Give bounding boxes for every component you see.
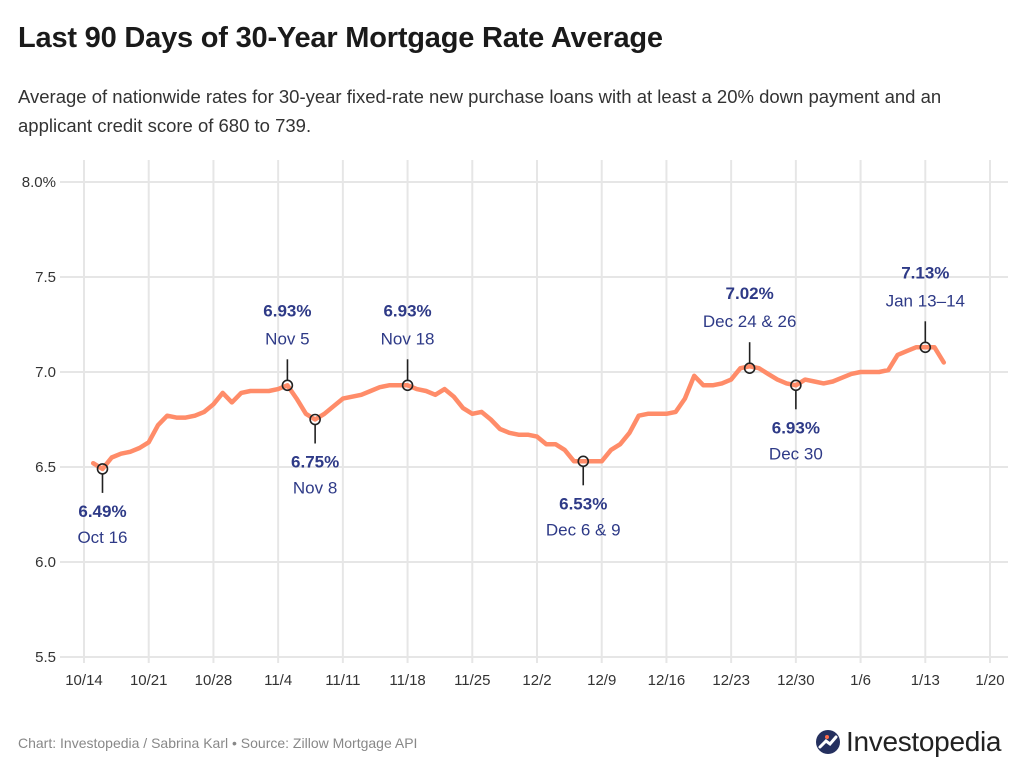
annotation: 6.75% Nov 8 xyxy=(291,413,339,498)
annotation-marker xyxy=(309,413,321,426)
annotation-marker xyxy=(919,341,932,354)
chart-subtitle: Average of nationwide rates for 30-year … xyxy=(18,86,942,136)
annotation: 6.49% Oct 16 xyxy=(77,463,128,547)
x-tick-label: 10/14 xyxy=(65,672,103,689)
investopedia-logo-icon xyxy=(816,730,840,754)
x-tick-label: 11/18 xyxy=(389,672,425,689)
annotation-value: 6.93% xyxy=(772,418,820,437)
annotation-date: Dec 30 xyxy=(769,444,823,463)
rate-series-line xyxy=(90,345,947,472)
x-tick-label: 12/2 xyxy=(522,672,551,689)
x-tick-label: 10/28 xyxy=(195,672,233,689)
x-tick-label: 11/4 xyxy=(264,672,292,689)
x-tick-label: 1/13 xyxy=(911,672,940,689)
investopedia-logo: Investopedia xyxy=(816,726,1001,758)
y-tick-label: 7.0 xyxy=(35,364,56,381)
annotation: 7.02% Dec 24 & 26 xyxy=(703,284,797,375)
x-tick-label: 12/23 xyxy=(712,672,750,689)
annotation-value: 6.49% xyxy=(78,502,126,521)
annotation-value: 6.93% xyxy=(263,301,311,320)
annotation-date: Oct 16 xyxy=(77,528,127,547)
annotation-date: Dec 24 & 26 xyxy=(703,312,797,331)
annotation-date: Dec 6 & 9 xyxy=(546,520,621,539)
y-tick-label: 6.5 xyxy=(35,459,56,476)
x-tick-label: 11/25 xyxy=(454,672,490,689)
x-tick-label: 1/20 xyxy=(975,672,1004,689)
annotations: 6.49% Oct 16 6.93% Nov 5 6.75% Nov 8 6.93% Nov … xyxy=(77,263,965,547)
chart-title: Last 90 Days of 30-Year Mortgage Rate Av… xyxy=(18,22,663,54)
annotation-value: 6.53% xyxy=(559,494,607,513)
annotation: 6.93% Nov 5 xyxy=(263,301,311,392)
annotation-value: 6.75% xyxy=(291,453,339,472)
annotation: 6.53% Dec 6 & 9 xyxy=(546,455,621,539)
annotation-value: 7.02% xyxy=(726,284,774,303)
x-tick-label: 12/16 xyxy=(648,672,686,689)
x-axis-ticks: 10/14 10/21 10/28 11/4 11/11 11/18 11/25 12/2 12… xyxy=(65,672,1004,689)
annotation-marker xyxy=(281,379,294,392)
annotation-marker xyxy=(790,379,802,392)
y-axis-ticks: 8.0% 7.5 7.0 6.5 6.0 5.5 xyxy=(22,174,56,666)
annotation: 7.13% Jan 13–14 xyxy=(886,263,965,354)
annotation-date: Nov 8 xyxy=(293,479,337,498)
y-tick-label: 8.0% xyxy=(22,174,56,191)
annotation: 6.93% Nov 18 xyxy=(381,301,435,392)
annotation-value: 6.93% xyxy=(383,301,431,320)
annotation-marker xyxy=(96,463,109,475)
source-credit: Chart: Investopedia / Sabrina Karl • Sou… xyxy=(18,735,418,751)
x-tick-label: 11/11 xyxy=(325,672,360,689)
y-tick-label: 5.5 xyxy=(35,649,56,666)
annotation-marker xyxy=(743,362,756,375)
annotation-date: Jan 13–14 xyxy=(886,291,965,310)
x-tick-label: 10/21 xyxy=(130,672,168,689)
x-tick-label: 12/30 xyxy=(777,672,815,689)
annotation: 6.93% Dec 30 xyxy=(769,379,823,463)
annotation-date: Nov 5 xyxy=(265,329,309,348)
annotation-date: Nov 18 xyxy=(381,329,435,348)
y-tick-label: 6.0 xyxy=(35,554,56,571)
annotation-marker xyxy=(401,379,414,392)
x-tick-label: 12/9 xyxy=(587,672,616,689)
logo-text: Investopedia xyxy=(846,726,1002,757)
x-tick-label: 1/6 xyxy=(850,672,871,689)
y-tick-label: 7.5 xyxy=(35,269,56,286)
annotation-value: 7.13% xyxy=(901,263,949,282)
annotation-marker xyxy=(577,455,590,468)
